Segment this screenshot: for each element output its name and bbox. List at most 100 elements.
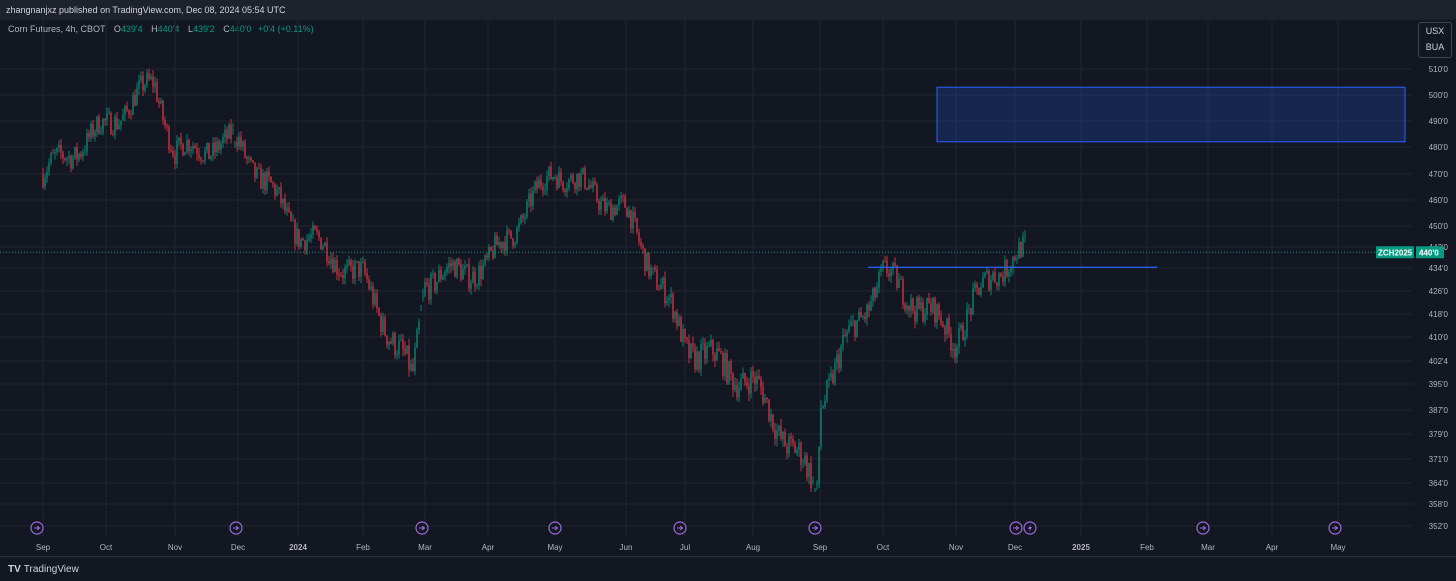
low-label: L [187, 24, 193, 34]
candle-body [600, 200, 602, 210]
candle-body [968, 308, 970, 310]
event-marker-icon[interactable] [548, 521, 562, 535]
candle-body [560, 171, 562, 182]
candle-body [724, 352, 726, 377]
candle-body [124, 105, 126, 115]
event-marker-icon[interactable] [1009, 521, 1023, 535]
event-marker-icon[interactable] [673, 521, 687, 535]
candle-body [440, 270, 442, 280]
candle-body [274, 184, 276, 196]
candle-body [494, 235, 496, 258]
price-tick-label: 371'0 [1429, 455, 1449, 464]
candle-body [498, 241, 500, 246]
candle-body [602, 197, 604, 201]
event-marker-icon[interactable] [415, 521, 429, 535]
candle-body [762, 387, 764, 404]
candle-body [208, 142, 210, 160]
candle-body [308, 237, 310, 240]
candle-body [230, 124, 232, 139]
price-tick-label: 364'0 [1429, 479, 1449, 488]
candle-body [44, 178, 46, 187]
price-tick-label: 379'0 [1429, 430, 1449, 439]
candle-body [696, 351, 698, 370]
candle-body [304, 240, 306, 251]
candle-body [160, 100, 162, 104]
candle-body [118, 124, 120, 129]
candle-body [462, 269, 464, 280]
candle-body [652, 267, 654, 269]
candle-body [178, 137, 180, 141]
candle-body [854, 320, 856, 337]
event-marker-icon[interactable] [808, 521, 822, 535]
candle-body [324, 242, 326, 247]
candle-body [904, 304, 906, 310]
candle-body [938, 304, 940, 317]
candle-body [316, 229, 318, 233]
candle-body [372, 286, 374, 305]
candle-body [692, 343, 694, 348]
candle-body [702, 343, 704, 345]
candle-body [270, 176, 272, 183]
candle-body [818, 446, 820, 485]
event-marker-icon[interactable] [1196, 521, 1210, 535]
candle-body [540, 179, 542, 187]
candle-body [634, 211, 636, 219]
event-markers[interactable] [30, 521, 1342, 535]
candle-body [742, 373, 744, 379]
candle-body [248, 157, 250, 159]
candle-body [396, 354, 398, 356]
candle-body [264, 173, 266, 191]
candle-body [598, 201, 600, 210]
candle-body [150, 76, 152, 79]
candle-body [914, 311, 916, 322]
time-axis[interactable]: Sep Oct Nov Dec 2024 Feb Mar Apr May Jun Jul Aug Sep… [36, 543, 1346, 552]
candle-body [196, 148, 198, 155]
event-marker-icon[interactable] [1023, 521, 1037, 535]
candle-body [810, 463, 812, 489]
candle-body [114, 117, 116, 135]
time-tick-label: 2024 [289, 543, 307, 552]
time-tick-label: Aug [746, 543, 760, 552]
candle-body [986, 270, 988, 274]
candle-body [616, 205, 618, 216]
candle-body [162, 100, 164, 121]
candle-body [664, 277, 666, 304]
target-zone[interactable] [936, 86, 1406, 143]
candle-body [170, 149, 172, 151]
candle-body [758, 375, 760, 379]
candle-body [354, 261, 356, 279]
candle-body [940, 316, 942, 324]
candle-body [876, 287, 878, 298]
candle-body [478, 265, 480, 286]
footer-bar: TV TradingView [0, 556, 1456, 581]
price-chart[interactable]: 510'0500'0490'0480'0470'0460'0450'0442'0… [0, 20, 1456, 556]
symbol-name[interactable]: Corn Futures, 4h, CBOT [8, 24, 106, 34]
candle-body [496, 235, 498, 246]
candle-body [584, 167, 586, 188]
candle-body [406, 345, 408, 354]
event-marker-icon[interactable] [30, 521, 44, 535]
event-marker-icon[interactable] [1328, 521, 1342, 535]
candle-body [72, 157, 74, 169]
event-marker-icon[interactable] [229, 521, 243, 535]
candle-body [508, 229, 510, 231]
currency-unit-selector[interactable]: USX BUA [1418, 22, 1452, 58]
candle-body [764, 397, 766, 404]
candle-body [632, 211, 634, 229]
candle-body [530, 193, 532, 206]
price-axis[interactable]: 510'0500'0490'0480'0470'0460'0450'0442'0… [1429, 65, 1449, 531]
candle-body [848, 325, 850, 332]
candle-body [236, 142, 238, 147]
candle-body [544, 189, 546, 191]
change-value: +0'4 (+0.11%) [257, 24, 314, 34]
tradingview-brand[interactable]: TV TradingView [8, 564, 79, 575]
time-tick-label: Jul [680, 543, 690, 552]
candle-body [92, 123, 94, 137]
candle-body [158, 101, 160, 104]
candle-body [454, 261, 456, 278]
candle-body [732, 373, 734, 390]
candle-body [226, 129, 228, 139]
candle-body [622, 196, 624, 198]
candle-body [926, 297, 928, 315]
candle-body [210, 156, 212, 160]
